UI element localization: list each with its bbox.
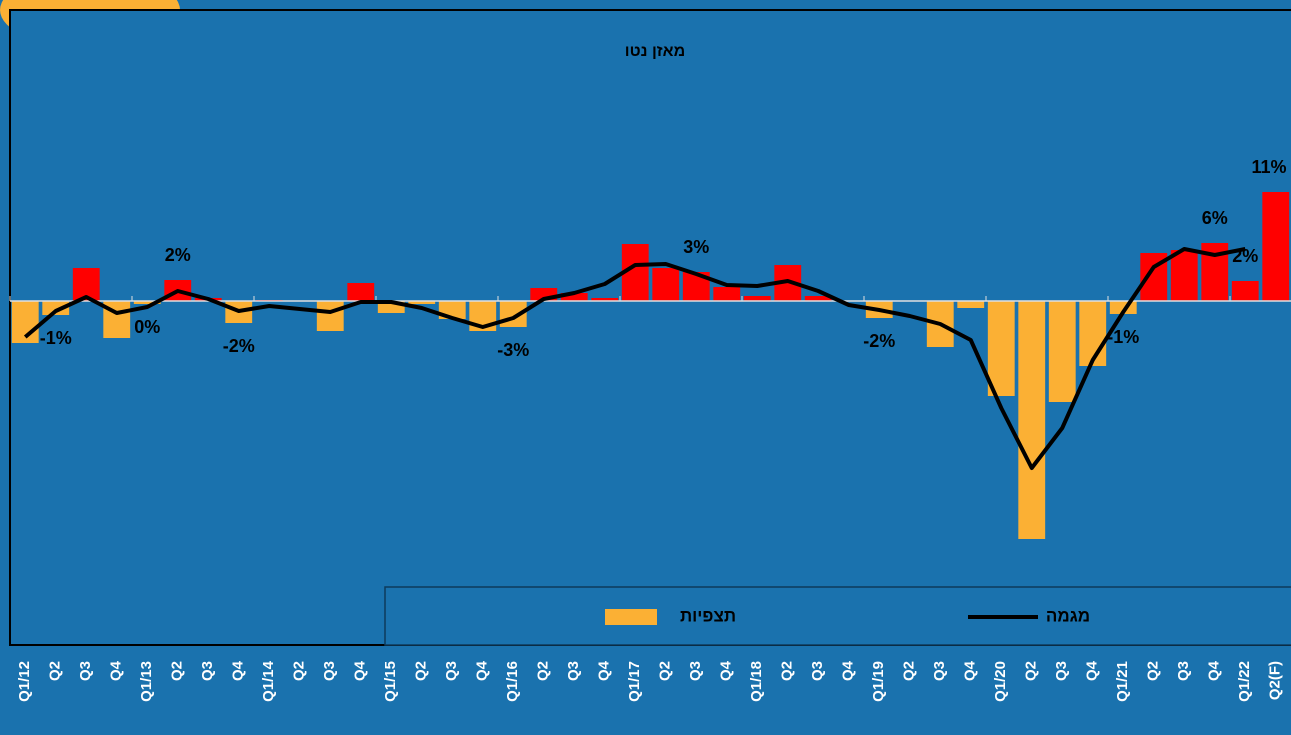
x-tick-label: Q1/16 xyxy=(504,661,521,702)
data-label: 0% xyxy=(134,317,160,337)
x-tick-label: Q3 xyxy=(687,661,704,681)
x-tick-label: Q2 xyxy=(47,661,64,681)
bar xyxy=(1018,301,1045,539)
x-tick-label: Q2 xyxy=(657,661,674,681)
data-label: -1% xyxy=(40,328,72,348)
x-tick-label: Q1/17 xyxy=(626,661,643,702)
x-tick-label: Q2 xyxy=(1023,661,1040,681)
x-tick-label: Q3 xyxy=(77,661,94,681)
x-tick-label: Q3 xyxy=(809,661,826,681)
x-tick-label: Q2 xyxy=(535,661,552,681)
x-tick-label: Q3 xyxy=(565,661,582,681)
x-tick-label: Q2 xyxy=(779,661,796,681)
bar xyxy=(652,268,679,301)
x-tick-label: Q2 xyxy=(1145,661,1162,681)
x-tick-label: Q1/21 xyxy=(1114,661,1131,702)
x-tick-label: Q4 xyxy=(1084,660,1101,681)
x-tick-label: Q2(F) xyxy=(1267,661,1284,700)
x-tick-label: Q2 xyxy=(291,661,308,681)
x-tick-label: Q1/18 xyxy=(748,661,765,702)
x-tick-label: Q4 xyxy=(596,660,613,681)
x-tick-label: Q4 xyxy=(352,660,369,681)
x-tick-label: Q4 xyxy=(108,660,125,681)
data-label: 2% xyxy=(165,245,191,265)
x-tick-label: Q4 xyxy=(1206,660,1223,681)
data-label: -2% xyxy=(863,331,895,351)
data-label: 2% xyxy=(1232,246,1258,266)
bar xyxy=(1262,192,1289,301)
x-tick-label: Q1/13 xyxy=(138,661,155,702)
legend-label: תצפיות xyxy=(680,606,736,625)
x-tick-label: Q3 xyxy=(199,661,216,681)
x-tick-label: Q1/19 xyxy=(870,661,887,702)
x-tick-label: Q1/15 xyxy=(382,661,399,702)
data-label: 6% xyxy=(1202,208,1228,228)
x-tick-label: Q2 xyxy=(413,661,430,681)
x-tick-label: Q1/14 xyxy=(260,660,277,702)
bar xyxy=(1049,301,1076,402)
bar xyxy=(347,283,374,301)
page: מאזן נטו -1%0%2%-2%-3%3%-2%-1%6%2%11%Q1/… xyxy=(0,0,1291,730)
bar xyxy=(713,287,740,301)
chart: מאזן נטו -1%0%2%-2%-3%3%-2%-1%6%2%11%Q1/… xyxy=(0,0,1291,730)
data-label: -2% xyxy=(223,336,255,356)
x-tick-label: Q4 xyxy=(230,660,247,681)
x-tick-label: Q2 xyxy=(169,661,186,681)
x-tick-label: Q3 xyxy=(1053,661,1070,681)
x-tick-label: Q4 xyxy=(474,660,491,681)
data-label: -1% xyxy=(1107,327,1139,347)
data-label: 11% xyxy=(1251,157,1286,177)
legend-label: מגמה xyxy=(1046,606,1090,625)
chart-title: מאזן נטו xyxy=(625,43,685,60)
x-tick-label: Q2 xyxy=(901,661,918,681)
x-tick-label: Q3 xyxy=(931,661,948,681)
bar xyxy=(1232,281,1259,301)
legend xyxy=(385,587,1291,645)
data-label: 3% xyxy=(683,237,709,257)
x-tick-label: Q4 xyxy=(718,660,735,681)
bar xyxy=(957,301,984,308)
x-tick-label: Q1/12 xyxy=(16,661,33,702)
bar xyxy=(317,301,344,331)
bar xyxy=(988,301,1015,396)
x-tick-label: Q3 xyxy=(443,661,460,681)
data-label: -3% xyxy=(497,340,529,360)
x-tick-label: Q4 xyxy=(962,660,979,681)
x-tick-label: Q1/20 xyxy=(992,661,1009,702)
legend-swatch xyxy=(605,609,657,625)
x-tick-label: Q1/22 xyxy=(1236,661,1253,702)
bar xyxy=(1171,250,1198,301)
x-tick-label: Q3 xyxy=(1175,661,1192,681)
x-tick-label: Q3 xyxy=(321,661,338,681)
x-tick-label: Q4 xyxy=(840,660,857,681)
bar xyxy=(1079,301,1106,366)
